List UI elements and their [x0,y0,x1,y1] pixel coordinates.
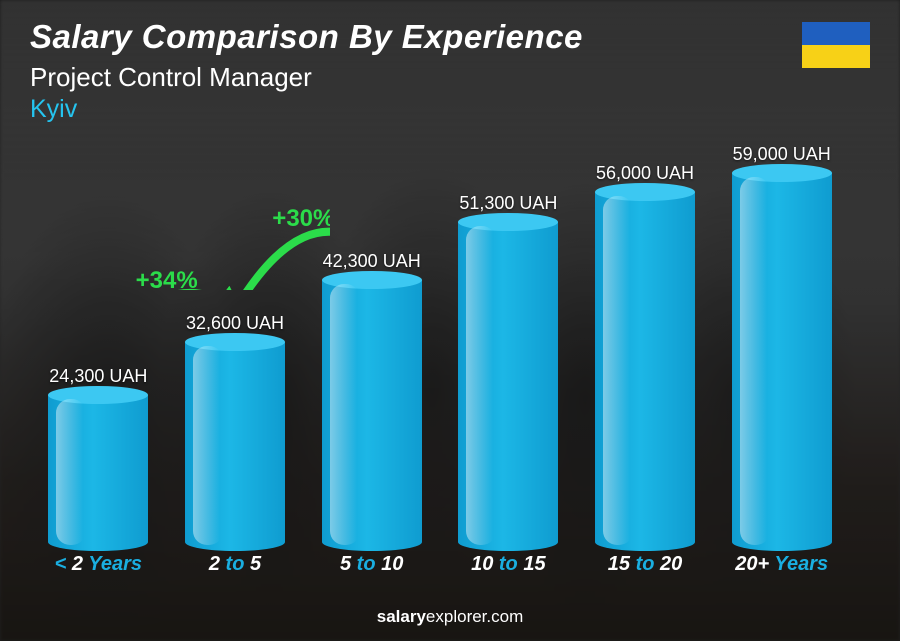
bar-value-label: 59,000 UAH [733,144,831,165]
bar-value-label: 24,300 UAH [49,366,147,387]
bar-body [595,192,695,551]
x-axis-label: 15 to 20 [577,553,714,581]
x-axis-label: 2 to 5 [167,553,304,581]
title-block: Salary Comparison By Experience Project … [30,18,583,124]
bar-body [185,342,285,551]
x-axis: < 2 Years2 to 55 to 1010 to 1515 to 2020… [30,553,850,581]
bar [732,173,832,551]
flag-ukraine [802,22,870,68]
bar-slot: 24,300 UAH [30,140,167,551]
bar-top-ellipse [322,271,422,289]
bar [185,342,285,551]
x-axis-label: 20+ Years [713,553,850,581]
bar [458,222,558,551]
bar-value-label: 32,600 UAH [186,313,284,334]
footer-brand-rest: explorer.com [426,607,523,626]
bar [322,280,422,551]
x-axis-label: 5 to 10 [303,553,440,581]
bar [595,192,695,551]
bar-value-label: 51,300 UAH [459,193,557,214]
bar-value-label: 42,300 UAH [323,251,421,272]
flag-bottom-stripe [802,45,870,68]
bar-body [732,173,832,551]
bar-body [458,222,558,551]
footer-brand: salaryexplorer.com [0,607,900,627]
bar-slot: 32,600 UAH [167,140,304,551]
bar-value-label: 56,000 UAH [596,163,694,184]
page-location: Kyiv [30,95,583,124]
bar-top-ellipse [732,164,832,182]
content: Salary Comparison By Experience Project … [0,0,900,641]
flag-top-stripe [802,22,870,45]
bar-body [48,395,148,551]
bars-container: 24,300 UAH 32,600 UAH 42,300 UAH 51,300 UAH… [30,140,850,551]
bar-body [322,280,422,551]
page-title: Salary Comparison By Experience [30,18,583,56]
x-axis-label: 10 to 15 [440,553,577,581]
x-axis-label: < 2 Years [30,553,167,581]
bar-slot: 51,300 UAH [440,140,577,551]
bar-slot: 42,300 UAH [303,140,440,551]
bar-slot: 56,000 UAH [577,140,714,551]
bar-slot: 59,000 UAH [713,140,850,551]
bar-chart: 24,300 UAH 32,600 UAH 42,300 UAH 51,300 UAH… [30,140,850,581]
footer-brand-bold: salary [377,607,426,626]
bar-top-ellipse [185,333,285,351]
bar-top-ellipse [595,183,695,201]
page-subtitle: Project Control Manager [30,62,583,93]
bar [48,395,148,551]
